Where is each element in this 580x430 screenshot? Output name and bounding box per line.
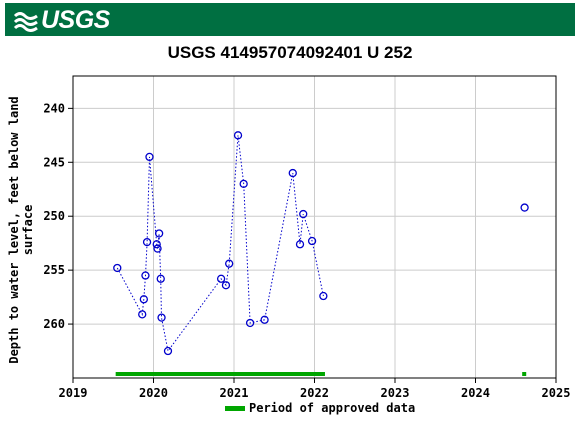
data-point (233, 131, 243, 140)
data-point (142, 237, 152, 247)
usgs-logo[interactable]: USGS (13, 5, 110, 34)
approved-period-bar (522, 372, 527, 376)
data-point (299, 209, 308, 219)
data-point (239, 179, 248, 189)
data-point (520, 203, 529, 212)
x-tick-label: 2022 (300, 386, 329, 400)
usgs-wave-icon (13, 7, 39, 33)
data-point (145, 152, 154, 162)
data-point (288, 168, 297, 178)
data-series (113, 131, 529, 356)
data-point (260, 315, 269, 324)
y-tick-label: 260 (43, 317, 65, 331)
y-tick-label: 255 (43, 263, 65, 277)
y-axis-ticks: 240 245 250 255 260 (43, 101, 73, 331)
data-point (225, 259, 234, 268)
chart-title: USGS 414957074092401 U 252 (167, 43, 413, 62)
data-point (152, 240, 161, 249)
data-point (307, 236, 317, 246)
x-tick-label: 2025 (542, 386, 571, 400)
x-tick-label: 2024 (461, 386, 490, 400)
data-point (139, 295, 148, 304)
x-tick-label: 2023 (381, 386, 410, 400)
data-point (245, 318, 255, 328)
legend-label: Period of approved data (249, 401, 416, 415)
data-point (295, 240, 305, 249)
approved-periods (115, 372, 527, 376)
y-tick-label: 240 (43, 101, 65, 115)
legend-swatch (225, 405, 245, 411)
usgs-logo-text: USGS (41, 5, 110, 34)
x-tick-label: 2019 (59, 386, 88, 400)
data-point (156, 274, 165, 283)
data-point (153, 244, 162, 253)
x-tick-label: 2021 (220, 386, 249, 400)
y-axis-label-line2: surface (21, 205, 35, 256)
data-point (113, 263, 122, 273)
usgs-banner: USGS (5, 3, 575, 36)
legend: Period of approved data (225, 401, 415, 415)
data-point (154, 229, 164, 238)
data-point (216, 274, 226, 283)
x-tick-label: 2020 (139, 386, 168, 400)
data-point (221, 281, 231, 290)
data-point (157, 313, 166, 322)
series-line (116, 135, 324, 353)
approved-period-bar (115, 372, 325, 376)
data-point (319, 291, 328, 301)
grid-lines (72, 76, 557, 378)
data-point (138, 310, 147, 319)
x-axis-ticks: 2019 2020 2021 2022 2023 2024 2025 (59, 378, 571, 400)
y-tick-label: 245 (43, 155, 65, 169)
y-axis-label-line1: Depth to water level, feet below land (7, 96, 21, 363)
data-point (141, 271, 150, 280)
y-tick-label: 250 (43, 209, 65, 223)
data-point (163, 346, 173, 356)
